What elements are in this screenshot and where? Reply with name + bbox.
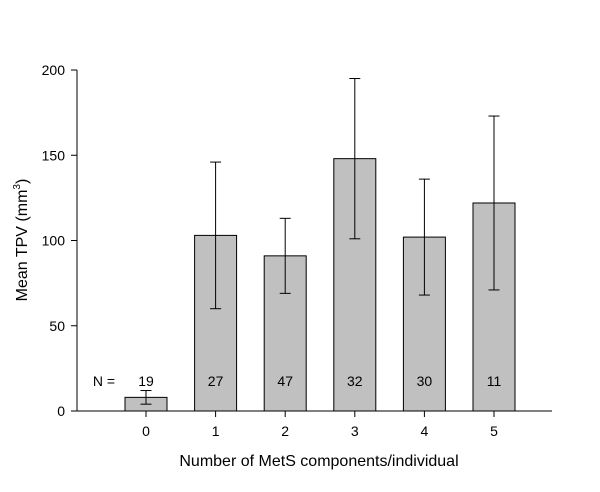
text-layer: N = Number of MetS components/individual…	[12, 62, 501, 470]
x-tick-label-3: 3	[351, 423, 359, 439]
y-axis-title-main: Mean TPV (mm	[14, 190, 31, 302]
n-prefix-label: N =	[93, 373, 115, 389]
n-value-label-5: 11	[487, 373, 502, 389]
y-axis-title-superscript: 3	[12, 184, 23, 190]
error-bars-layer	[140, 78, 500, 405]
n-value-label-0: 19	[138, 373, 154, 389]
x-tick-label-0: 0	[142, 423, 150, 439]
axes-layer	[71, 69, 552, 417]
x-tick-label-2: 2	[281, 423, 289, 439]
n-value-label-2: 47	[277, 373, 293, 389]
y-tick-label-50: 50	[49, 318, 65, 334]
x-axis-title: Number of MetS components/individual	[179, 453, 458, 470]
x-tick-label-5: 5	[490, 423, 498, 439]
y-tick-label-150: 150	[42, 147, 66, 163]
y-tick-label-100: 100	[42, 233, 66, 249]
n-value-label-3: 32	[347, 373, 363, 389]
y-tick-label-0: 0	[57, 403, 65, 419]
y-axis-title-close: )	[14, 179, 31, 184]
x-tick-label-4: 4	[421, 423, 429, 439]
n-value-label-1: 27	[208, 373, 224, 389]
bars-layer	[124, 158, 516, 412]
n-value-label-4: 30	[417, 373, 433, 389]
x-tick-label-1: 1	[212, 423, 220, 439]
y-tick-label-200: 200	[42, 62, 66, 78]
y-axis-title: Mean TPV (mm3)	[12, 179, 31, 302]
